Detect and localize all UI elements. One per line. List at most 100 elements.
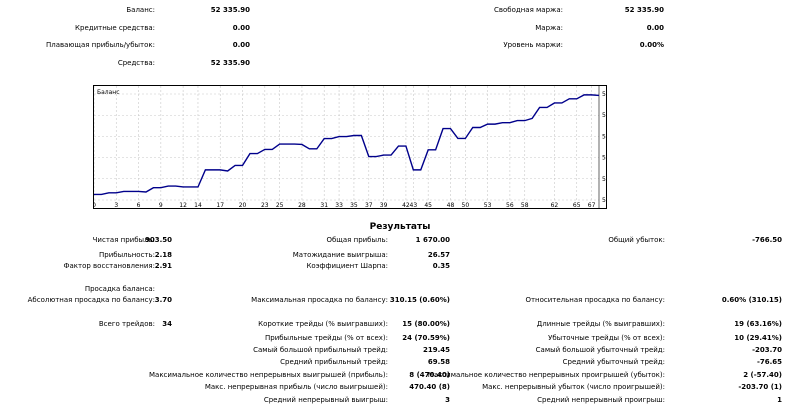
balance-point xyxy=(524,120,525,121)
balance-point xyxy=(353,135,354,136)
gross-loss-label: Общий убыток: xyxy=(608,236,665,244)
balance-point xyxy=(116,192,117,193)
short-trades-label: Короткие трейды (% выигравших): xyxy=(258,320,388,328)
balance-point xyxy=(539,107,540,108)
balance-point xyxy=(376,156,377,157)
margin-level-value: 0.00% xyxy=(639,41,664,49)
net-profit-value: 903.50 xyxy=(144,236,172,244)
balance-point xyxy=(494,124,495,125)
avg-consec-wins-value: 3 xyxy=(445,396,450,404)
avg-loss-label: Средний убыточный трейд: xyxy=(562,358,665,366)
balance-point xyxy=(591,94,592,95)
avg-profit-value: 69.58 xyxy=(427,358,450,366)
sharpe-label: Коэффициент Шарпа: xyxy=(306,262,388,270)
largest-loss-label: Самый большой убыточный трейд: xyxy=(535,346,665,354)
balance-point xyxy=(197,186,198,187)
balance-point xyxy=(175,185,176,186)
margin-level-label: Уровень маржи: xyxy=(503,41,563,49)
balance-point xyxy=(450,128,451,129)
balance-point xyxy=(101,194,102,195)
max-consec-wins-label: Максимальное количество непрерывных выиг… xyxy=(149,371,388,379)
balance-point xyxy=(405,145,406,146)
x-tick-label: 25 xyxy=(276,202,284,208)
x-tick-label: 48 xyxy=(447,202,455,208)
balance-label: Баланс: xyxy=(126,6,155,14)
x-tick-label: 17 xyxy=(216,202,224,208)
balance-point xyxy=(294,143,295,144)
balance-point xyxy=(546,107,547,108)
credit-label: Кредитные средства: xyxy=(75,24,155,32)
recovery-factor-label: Фактор восстановления: xyxy=(63,262,155,270)
results-title: Результаты xyxy=(369,222,431,232)
sharpe-value: 0.35 xyxy=(432,262,450,270)
x-tick-label: 39 xyxy=(380,202,388,208)
max-consec-losses-value: 2 (-57.40) xyxy=(743,371,782,379)
credit-value: 0.00 xyxy=(232,24,250,32)
x-tick-label: 3 xyxy=(114,202,118,208)
balance-point xyxy=(420,169,421,170)
x-tick-label: 35 xyxy=(350,202,358,208)
x-tick-label: 43 xyxy=(410,202,418,208)
balance-point xyxy=(383,155,384,156)
balance-point xyxy=(183,186,184,187)
x-tick-label: 14 xyxy=(194,202,202,208)
balance-point xyxy=(584,94,585,95)
rel-drawdown-value: 0.60% (310.15) xyxy=(721,296,782,304)
balance-point xyxy=(472,127,473,128)
balance-point xyxy=(361,135,362,136)
balance-point xyxy=(502,122,503,123)
margin-value: 0.00 xyxy=(646,24,664,32)
abs-drawdown-value: 3.70 xyxy=(154,296,172,304)
gross-profit-label: Общая прибыль: xyxy=(326,236,388,244)
balance-point xyxy=(257,153,258,154)
avg-loss-value: -76.65 xyxy=(756,358,782,366)
avg-consec-wins-label: Средний непрерывный выигрыш: xyxy=(263,396,388,404)
balance-point xyxy=(272,149,273,150)
chart-title: Баланс xyxy=(97,89,120,96)
x-tick-label: 58 xyxy=(521,202,529,208)
y-tick-label: 52155 xyxy=(602,112,606,119)
avg-consec-losses-value: 1 xyxy=(777,396,782,404)
balance-point xyxy=(324,138,325,139)
loss-trades-label: Убыточные трейды (% от всех): xyxy=(548,334,665,342)
balance-point xyxy=(153,187,154,188)
floating-value: 0.00 xyxy=(232,41,250,49)
balance-point xyxy=(145,191,146,192)
x-tick-label: 50 xyxy=(462,202,470,208)
x-tick-label: 6 xyxy=(137,202,141,208)
x-tick-label: 42 xyxy=(402,202,410,208)
balance-point xyxy=(532,118,533,119)
balance-value: 52 335.90 xyxy=(210,6,250,14)
balance-point xyxy=(316,148,317,149)
x-tick-label: 31 xyxy=(320,202,328,208)
max-consec-losses-label: Максимальное количество непрерывных прои… xyxy=(427,371,665,379)
balance-point xyxy=(227,170,228,171)
x-tick-label: 9 xyxy=(159,202,163,208)
x-tick-label: 33 xyxy=(335,202,343,208)
largest-profit-value: 219.45 xyxy=(422,346,450,354)
avg-profit-label: Средний прибыльный трейд: xyxy=(280,358,388,366)
balance-point xyxy=(301,144,302,145)
max-consec-profit-value: 470.40 (8) xyxy=(409,383,450,391)
x-tick-label: 65 xyxy=(573,202,581,208)
balance-point xyxy=(235,165,236,166)
balance-point xyxy=(465,138,466,139)
long-trades-value: 19 (63.16%) xyxy=(734,320,782,328)
y-tick-label: 52349 xyxy=(602,91,606,98)
expected-payoff-value: 26.57 xyxy=(427,251,450,259)
balance-point xyxy=(442,128,443,129)
recovery-factor-value: 2.91 xyxy=(154,262,172,270)
balance-line xyxy=(94,94,600,196)
abs-drawdown-label: Абсолютная просадка по балансу: xyxy=(27,296,155,304)
gross-loss-value: -766.50 xyxy=(752,236,782,244)
balance-point xyxy=(398,145,399,146)
x-tick-label: 67 xyxy=(588,202,596,208)
short-trades-value: 15 (80.00%) xyxy=(402,320,450,328)
x-tick-label: 62 xyxy=(551,202,559,208)
profit-trades-value: 24 (70.59%) xyxy=(402,334,450,342)
balance-point xyxy=(576,98,577,99)
margin-label: Маржа: xyxy=(535,24,563,32)
loss-trades-value: 10 (29.41%) xyxy=(734,334,782,342)
